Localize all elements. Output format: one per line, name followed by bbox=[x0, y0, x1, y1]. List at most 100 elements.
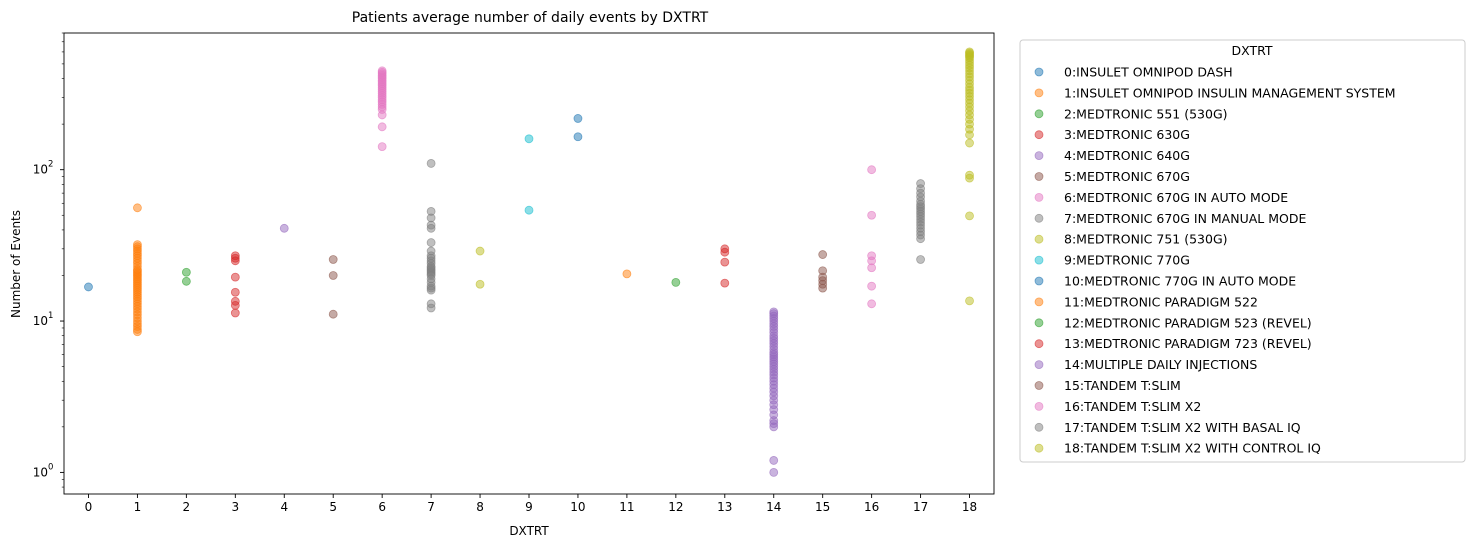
data-point bbox=[524, 134, 534, 144]
y-tick-label: 10 bbox=[33, 314, 48, 328]
data-point bbox=[769, 468, 779, 477]
plot-frame bbox=[63, 32, 995, 495]
series-9 bbox=[524, 134, 534, 215]
data-point bbox=[965, 173, 974, 183]
series-4 bbox=[279, 223, 289, 233]
series-15 bbox=[818, 250, 828, 293]
legend-marker bbox=[1034, 109, 1044, 119]
legend-marker bbox=[1034, 192, 1044, 202]
y-tick-exponent: 1 bbox=[48, 311, 53, 321]
data-point bbox=[377, 142, 387, 152]
y-axis-label: Number of Events bbox=[9, 210, 23, 318]
legend-label: 16:TANDEM T:SLIM X2 bbox=[1064, 399, 1201, 414]
x-tick-label: 16 bbox=[864, 500, 879, 514]
legend-label: 5:MEDTRONIC 670G bbox=[1064, 169, 1190, 184]
data-point bbox=[867, 210, 877, 220]
data-point bbox=[84, 282, 93, 292]
series-10 bbox=[573, 114, 583, 142]
legend-label: 17:TANDEM T:SLIM X2 WITH BASAL IQ bbox=[1064, 420, 1301, 435]
legend-label: 18:TANDEM T:SLIM X2 WITH CONTROL IQ bbox=[1064, 441, 1321, 456]
legend-marker bbox=[1034, 151, 1044, 161]
series-16 bbox=[867, 165, 877, 309]
series-11 bbox=[622, 269, 632, 279]
points-layer bbox=[84, 47, 974, 477]
x-tick-label: 0 bbox=[85, 500, 93, 514]
legend-label: 11:MEDTRONIC PARADIGM 522 bbox=[1064, 294, 1258, 309]
series-0 bbox=[84, 282, 93, 292]
data-point bbox=[230, 256, 240, 266]
legend-label: 7:MEDTRONIC 670G IN MANUAL MODE bbox=[1064, 211, 1306, 226]
data-point bbox=[573, 132, 583, 142]
legend-frame bbox=[1019, 39, 1466, 463]
data-point bbox=[377, 110, 387, 120]
data-point bbox=[328, 309, 338, 319]
legend-marker bbox=[1034, 401, 1044, 411]
legend-label: 8:MEDTRONIC 751 (530G) bbox=[1064, 232, 1228, 247]
legend-marker bbox=[1034, 339, 1044, 349]
data-point bbox=[916, 255, 925, 264]
data-point bbox=[133, 203, 142, 213]
x-tick-label: 2 bbox=[183, 500, 191, 514]
data-point bbox=[622, 269, 632, 279]
data-point bbox=[769, 456, 779, 465]
x-tick-label: 1 bbox=[134, 500, 142, 514]
legend: DXTRT 0:INSULET OMNIPOD DASH 1:INSULET OM… bbox=[1019, 39, 1466, 463]
data-point bbox=[377, 122, 387, 132]
chart-title: Patients average number of daily events … bbox=[352, 10, 709, 26]
x-tick-label: 14 bbox=[766, 500, 781, 514]
legend-marker bbox=[1034, 276, 1044, 286]
x-tick-label: 18 bbox=[962, 500, 977, 514]
y-tick-exponent: 2 bbox=[48, 160, 53, 170]
x-tick-label: 11 bbox=[619, 500, 634, 514]
series-7 bbox=[426, 159, 436, 313]
x-tick-label: 12 bbox=[668, 500, 683, 514]
x-tick-label: 8 bbox=[476, 500, 484, 514]
legend-marker bbox=[1034, 88, 1044, 98]
legend-marker bbox=[1034, 255, 1044, 265]
data-point bbox=[279, 223, 289, 233]
legend-marker bbox=[1034, 213, 1044, 223]
series-6 bbox=[377, 66, 387, 152]
data-point bbox=[230, 300, 240, 310]
legend-marker bbox=[1034, 172, 1044, 181]
data-point bbox=[720, 247, 730, 257]
data-point bbox=[916, 234, 925, 244]
x-axis: 0 1 2 3 4 5 6 7 8 9 10 11 12 13 14 15 16 17 18 bbox=[85, 494, 977, 514]
legend-label: 9:MEDTRONIC 770G bbox=[1064, 253, 1190, 268]
x-tick-label: 13 bbox=[717, 500, 732, 514]
data-point bbox=[965, 130, 974, 140]
data-point bbox=[426, 285, 436, 295]
legend-marker bbox=[1034, 360, 1044, 370]
legend-label: 0:INSULET OMNIPOD DASH bbox=[1064, 65, 1233, 80]
y-tick-label: 10 bbox=[33, 465, 48, 479]
series-5 bbox=[328, 255, 338, 319]
legend-label: 4:MEDTRONIC 640G bbox=[1064, 148, 1190, 163]
legend-marker bbox=[1034, 234, 1044, 244]
x-tick-label: 15 bbox=[815, 500, 830, 514]
series-18 bbox=[965, 47, 974, 306]
x-tick-label: 3 bbox=[231, 500, 239, 514]
x-tick-label: 4 bbox=[280, 500, 288, 514]
legend-label: 6:MEDTRONIC 670G IN AUTO MODE bbox=[1064, 190, 1288, 205]
data-point bbox=[426, 238, 436, 247]
data-point bbox=[867, 299, 877, 309]
x-axis-label: DXTRT bbox=[509, 524, 549, 538]
data-point bbox=[818, 283, 828, 293]
data-point bbox=[475, 279, 485, 289]
y-tick-label: 10 bbox=[33, 163, 48, 177]
data-point bbox=[426, 223, 436, 233]
data-point bbox=[230, 272, 240, 282]
data-point bbox=[181, 267, 191, 277]
x-tick-label: 17 bbox=[913, 500, 928, 514]
legend-marker bbox=[1034, 381, 1044, 390]
legend-marker bbox=[1034, 130, 1044, 140]
legend-label: 3:MEDTRONIC 630G bbox=[1064, 127, 1190, 142]
legend-title: DXTRT bbox=[1231, 43, 1272, 58]
legend-marker bbox=[1034, 318, 1044, 328]
x-tick-label: 9 bbox=[525, 500, 533, 514]
legend-items: 0:INSULET OMNIPOD DASH 1:INSULET OMNIPOD … bbox=[1034, 65, 1396, 456]
x-tick-label: 5 bbox=[329, 500, 337, 514]
data-point bbox=[475, 246, 485, 256]
